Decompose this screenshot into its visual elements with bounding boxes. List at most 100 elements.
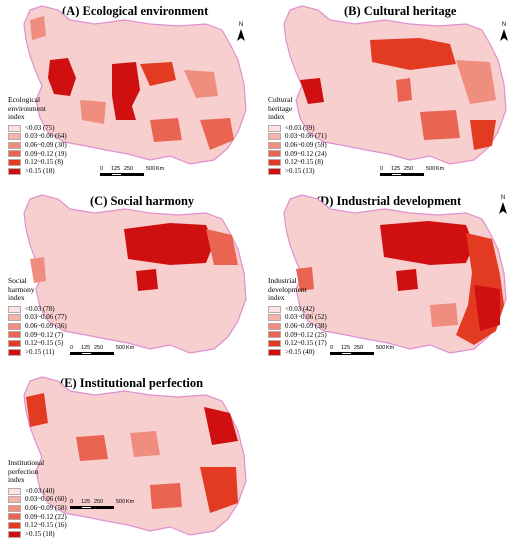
legend-item: >0.15 (13) — [268, 167, 327, 176]
panel-c: (C) Social harmony Social harmony index … — [0, 185, 260, 367]
legend-title-line: index — [268, 293, 285, 303]
panel-title: (D) Industrial development — [316, 194, 462, 208]
legend-swatch — [8, 331, 21, 339]
legend-swatch — [268, 150, 281, 158]
legend-item: >0.15 (11) — [8, 348, 67, 357]
legend-item: 0.09~0.12 (7) — [8, 331, 67, 340]
legend-swatch — [8, 521, 21, 529]
scale-bar: 0 125 250 500 Km — [380, 166, 444, 176]
legend-swatch — [268, 158, 281, 166]
legend-item: 0.03~0.06 (60) — [8, 495, 67, 504]
legend-swatch — [268, 322, 281, 330]
region-map — [23, 5, 247, 165]
legend-swatch — [268, 167, 281, 175]
legend-title-line: Social — [8, 276, 27, 285]
panel-title: (B) Cultural heritage — [344, 4, 457, 18]
legend-item: 0.03~0.06 (71) — [268, 132, 327, 141]
legend-item: 0.09~0.12 (24) — [268, 150, 327, 159]
legend-item: 0.12~0.15 (17) — [268, 339, 327, 348]
legend-item: <0.03 (78) — [8, 305, 67, 314]
legend-title-line: index — [8, 293, 25, 303]
legend: Social harmony index <0.03 (78) 0.03~0.0… — [8, 276, 67, 357]
legend-title-line: index — [8, 112, 25, 122]
legend-swatch — [268, 314, 281, 322]
legend-item: 0.09~0.12 (19) — [8, 150, 67, 159]
panel-b: (B) Cultural heritage N Cultural heritag… — [260, 0, 521, 185]
legend-swatch — [268, 339, 281, 347]
legend-item: 0.06~0.09 (59) — [268, 141, 327, 150]
legend-title-line: Cultural — [268, 95, 293, 104]
scale-bar: 0 125 250 500 Km — [330, 345, 394, 355]
legend-item: 0.12~0.15 (5) — [8, 339, 67, 348]
legend-item: <0.03 (42) — [268, 305, 327, 314]
legend-swatch — [8, 133, 21, 141]
legend-item: 0.12~0.15 (8) — [268, 158, 327, 167]
legend-item: <0.03 (39) — [268, 124, 327, 133]
legend-swatch — [268, 133, 281, 141]
scale-bar: 0 125 250 500 Km — [70, 345, 134, 355]
legend-title-line: Industrial — [268, 276, 297, 285]
legend: Ecological environment index <0.03 (75) … — [8, 95, 67, 176]
legend-title-line: environment — [8, 103, 46, 113]
legend-item: 0.06~0.09 (36) — [8, 322, 67, 331]
legend-item: 0.03~0.06 (64) — [8, 132, 67, 141]
legend-item: 0.06~0.09 (30) — [8, 141, 67, 150]
legend-item: 0.03~0.06 (77) — [8, 313, 67, 322]
legend-title-line: harmony — [8, 284, 35, 294]
legend-swatch — [8, 322, 21, 330]
north-arrow-icon: N — [497, 22, 511, 41]
legend: Institutional perfection index <0.03 (40… — [8, 458, 67, 539]
legend-item: >0.15 (18) — [8, 167, 67, 176]
legend-swatch — [268, 124, 281, 132]
legend-swatch — [8, 487, 21, 495]
legend-swatch — [8, 305, 21, 313]
panel-e: (E) Institutional perfection Institution… — [0, 367, 260, 550]
legend-item: 0.09~0.12 (22) — [8, 513, 67, 522]
legend-swatch — [8, 167, 21, 175]
region-map — [23, 194, 247, 354]
legend-title-line: perfection — [8, 466, 39, 476]
region-map — [283, 194, 507, 354]
legend-swatch — [268, 305, 281, 313]
north-arrow-icon: N — [234, 22, 248, 41]
legend-swatch — [8, 530, 21, 538]
panel-title: (E) Institutional perfection — [60, 376, 204, 390]
panel-a: (A) Ecological environment N Ecological … — [0, 0, 260, 185]
legend-swatch — [8, 141, 21, 149]
legend-item: 0.09~0.12 (25) — [268, 331, 327, 340]
legend-item: 0.06~0.09 (38) — [268, 322, 327, 331]
legend-title-line: index — [8, 475, 25, 485]
legend-title-line: Institutional — [8, 458, 45, 467]
legend-swatch — [268, 348, 281, 356]
legend-swatch — [8, 314, 21, 322]
legend-item: >0.15 (18) — [8, 530, 67, 539]
legend-swatch — [8, 339, 21, 347]
legend-swatch — [268, 141, 281, 149]
legend-item: 0.03~0.06 (52) — [268, 313, 327, 322]
legend-swatch — [8, 504, 21, 512]
legend-swatch — [8, 348, 21, 356]
legend-item: 0.06~0.09 (58) — [8, 504, 67, 513]
legend: Industrial development index <0.03 (42) … — [268, 276, 327, 356]
legend-swatch — [8, 513, 21, 521]
legend-title-line: Ecological — [8, 95, 41, 104]
legend-item: <0.03 (75) — [8, 124, 67, 133]
scale-bar: 0 125 250 500 Km — [100, 166, 164, 176]
region-map — [23, 376, 247, 536]
legend-title-line: index — [268, 112, 285, 122]
legend-item: 0.12~0.15 (8) — [8, 158, 67, 167]
legend-swatch — [8, 150, 21, 158]
panel-d: (D) Industrial development N Industrial … — [260, 185, 521, 367]
legend-item: <0.03 (40) — [8, 487, 67, 496]
panel-title: (C) Social harmony — [90, 194, 195, 208]
legend-item: 0.12~0.15 (16) — [8, 521, 67, 530]
legend-title-line: heritage — [268, 103, 293, 113]
region-map — [283, 5, 507, 165]
panel-title: (A) Ecological environment — [62, 4, 209, 18]
legend-swatch — [8, 124, 21, 132]
scale-bar: 0 125 250 500 Km — [70, 499, 134, 509]
legend-title-line: development — [268, 284, 307, 294]
legend-swatch — [8, 496, 21, 504]
legend-swatch — [268, 331, 281, 339]
legend: Cultural heritage index <0.03 (39) 0.03~… — [268, 95, 327, 176]
